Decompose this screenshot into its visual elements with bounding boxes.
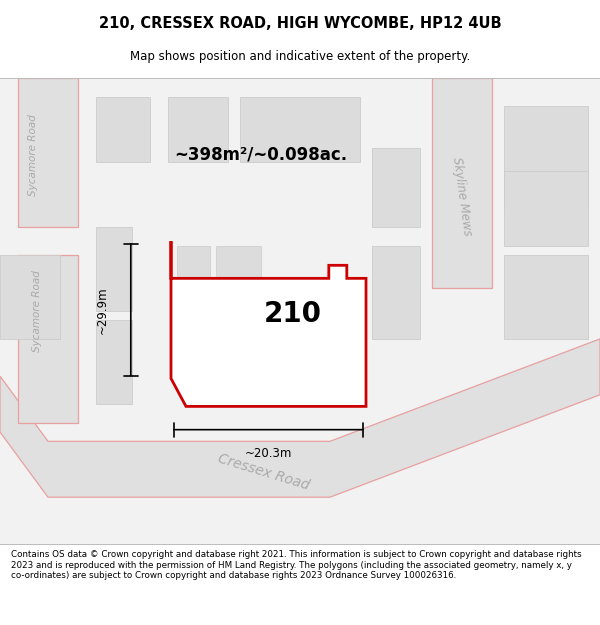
Bar bbox=[177, 246, 210, 322]
Bar bbox=[504, 106, 588, 209]
Polygon shape bbox=[18, 255, 78, 422]
Bar bbox=[372, 246, 420, 339]
Text: Sycamore Road: Sycamore Road bbox=[28, 114, 38, 196]
Bar bbox=[216, 246, 261, 322]
Polygon shape bbox=[0, 339, 600, 498]
Text: 210, CRESSEX ROAD, HIGH WYCOMBE, HP12 4UB: 210, CRESSEX ROAD, HIGH WYCOMBE, HP12 4U… bbox=[98, 16, 502, 31]
Bar bbox=[0, 255, 60, 339]
Bar bbox=[372, 148, 420, 227]
Bar bbox=[504, 171, 588, 246]
Bar bbox=[96, 320, 132, 404]
Text: Cressex Road: Cressex Road bbox=[217, 451, 311, 492]
Text: Sycamore Road: Sycamore Road bbox=[32, 270, 42, 352]
Text: Contains OS data © Crown copyright and database right 2021. This information is : Contains OS data © Crown copyright and d… bbox=[11, 550, 581, 580]
Polygon shape bbox=[432, 78, 492, 288]
Text: ~20.3m: ~20.3m bbox=[245, 448, 292, 461]
Bar bbox=[96, 97, 150, 162]
Text: ~398m²/~0.098ac.: ~398m²/~0.098ac. bbox=[175, 146, 347, 164]
Polygon shape bbox=[171, 241, 366, 406]
Text: 210: 210 bbox=[263, 301, 322, 328]
Bar bbox=[240, 97, 360, 162]
Text: Map shows position and indicative extent of the property.: Map shows position and indicative extent… bbox=[130, 50, 470, 62]
Bar bbox=[168, 97, 228, 162]
Text: Skyline Mews: Skyline Mews bbox=[450, 157, 474, 237]
Bar bbox=[504, 255, 588, 339]
Text: ~29.9m: ~29.9m bbox=[95, 286, 109, 334]
Polygon shape bbox=[18, 78, 78, 227]
Bar bbox=[96, 227, 132, 311]
